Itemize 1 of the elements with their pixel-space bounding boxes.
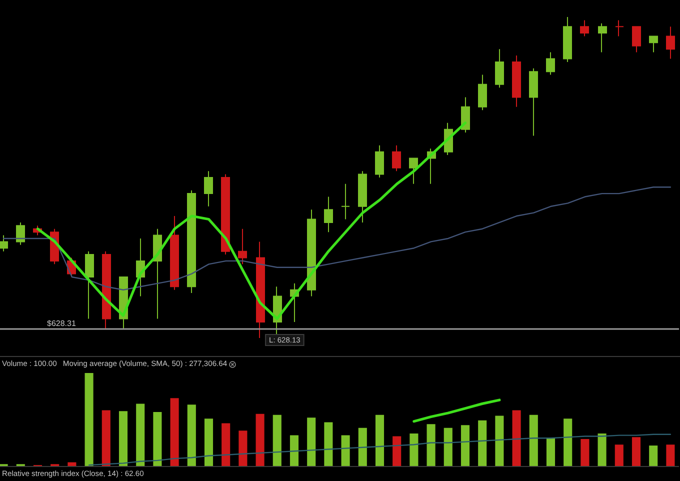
- annotation: $628.31: [47, 318, 76, 328]
